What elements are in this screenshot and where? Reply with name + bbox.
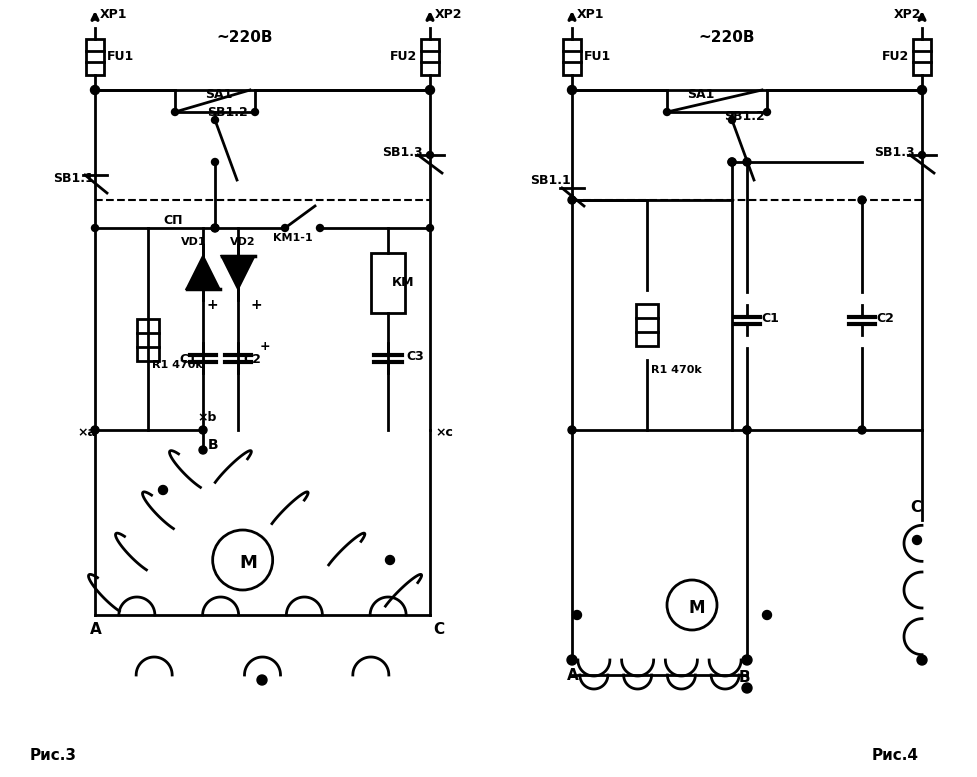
Circle shape (666, 580, 716, 630)
Circle shape (212, 530, 273, 590)
Circle shape (385, 556, 394, 565)
Circle shape (727, 158, 736, 166)
Bar (420, 39, 439, 75)
Circle shape (568, 196, 575, 204)
Bar (563, 39, 580, 75)
Circle shape (727, 158, 736, 166)
Circle shape (91, 85, 100, 95)
Circle shape (742, 683, 751, 693)
Bar (370, 253, 404, 313)
Circle shape (251, 109, 258, 116)
Polygon shape (187, 256, 219, 289)
Circle shape (198, 446, 207, 454)
Text: C2: C2 (875, 312, 893, 326)
Text: ~220В: ~220В (698, 30, 754, 46)
Circle shape (572, 611, 581, 619)
Text: VD1: VD1 (181, 237, 206, 247)
Text: SB1.1: SB1.1 (53, 172, 94, 184)
Circle shape (917, 152, 924, 159)
Circle shape (257, 675, 267, 685)
Text: B: B (739, 671, 750, 685)
Text: SB1.1: SB1.1 (530, 173, 571, 186)
Text: +: + (260, 340, 271, 354)
Circle shape (567, 85, 575, 95)
Text: Рис.4: Рис.4 (871, 747, 918, 762)
Text: SA1: SA1 (686, 89, 713, 102)
Text: КМ: КМ (392, 277, 414, 290)
Text: SA1: SA1 (205, 89, 233, 102)
Text: B: B (208, 438, 219, 452)
Text: М: М (688, 599, 704, 617)
Text: C: C (433, 622, 444, 637)
Circle shape (171, 109, 179, 116)
Text: SB1.2: SB1.2 (207, 106, 247, 120)
Circle shape (743, 158, 750, 166)
Bar (137, 319, 159, 361)
Circle shape (211, 225, 218, 232)
Text: Рис.3: Рис.3 (30, 747, 77, 762)
Text: ×a: ×a (77, 427, 96, 440)
Circle shape (762, 611, 771, 619)
Circle shape (91, 426, 99, 434)
Text: R1 470k: R1 470k (151, 360, 202, 370)
Circle shape (425, 85, 434, 95)
Text: C1: C1 (179, 354, 196, 367)
Circle shape (211, 159, 218, 166)
Text: C: C (909, 500, 920, 515)
Circle shape (567, 655, 576, 665)
Circle shape (912, 535, 920, 545)
Circle shape (857, 426, 865, 434)
Text: FU2: FU2 (881, 51, 909, 64)
Text: +: + (250, 298, 262, 312)
Circle shape (211, 117, 218, 124)
Text: SB1.3: SB1.3 (382, 147, 422, 159)
Text: ~220В: ~220В (217, 30, 273, 46)
Circle shape (426, 225, 433, 232)
Text: СП: СП (163, 214, 183, 227)
Text: ×c: ×c (435, 427, 452, 440)
Text: XP1: XP1 (100, 8, 127, 20)
Circle shape (743, 426, 750, 434)
Circle shape (317, 225, 323, 232)
Circle shape (763, 109, 770, 116)
Circle shape (662, 109, 670, 116)
Circle shape (198, 426, 207, 434)
Polygon shape (221, 256, 254, 289)
Text: FU1: FU1 (583, 51, 611, 64)
Circle shape (281, 225, 288, 232)
Text: XP2: XP2 (435, 8, 462, 20)
Text: C1: C1 (760, 312, 778, 326)
Text: C2: C2 (242, 354, 261, 367)
Text: FU1: FU1 (106, 51, 134, 64)
Text: A: A (90, 622, 102, 637)
Circle shape (92, 225, 99, 232)
Circle shape (743, 426, 750, 434)
Circle shape (158, 486, 167, 494)
Circle shape (426, 152, 433, 159)
Circle shape (916, 85, 925, 95)
Circle shape (728, 117, 735, 124)
Text: SB1.3: SB1.3 (873, 147, 913, 159)
Bar (86, 39, 104, 75)
Text: C3: C3 (405, 350, 423, 364)
Bar (635, 304, 658, 346)
Text: FU2: FU2 (390, 51, 417, 64)
Text: XP1: XP1 (576, 8, 604, 20)
Text: +: + (206, 298, 218, 312)
Bar (913, 39, 930, 75)
Text: VD2: VD2 (230, 237, 255, 247)
Circle shape (211, 224, 219, 232)
Text: XP2: XP2 (893, 8, 920, 20)
Text: R1 470k: R1 470k (651, 365, 701, 375)
Circle shape (857, 196, 865, 204)
Text: М: М (239, 554, 257, 572)
Text: SB1.2: SB1.2 (723, 110, 764, 123)
Circle shape (568, 426, 575, 434)
Circle shape (916, 655, 926, 665)
Text: ×b: ×b (196, 412, 216, 424)
Circle shape (742, 655, 751, 665)
Text: A: A (567, 667, 578, 682)
Text: KМ1-1: KМ1-1 (273, 233, 313, 243)
